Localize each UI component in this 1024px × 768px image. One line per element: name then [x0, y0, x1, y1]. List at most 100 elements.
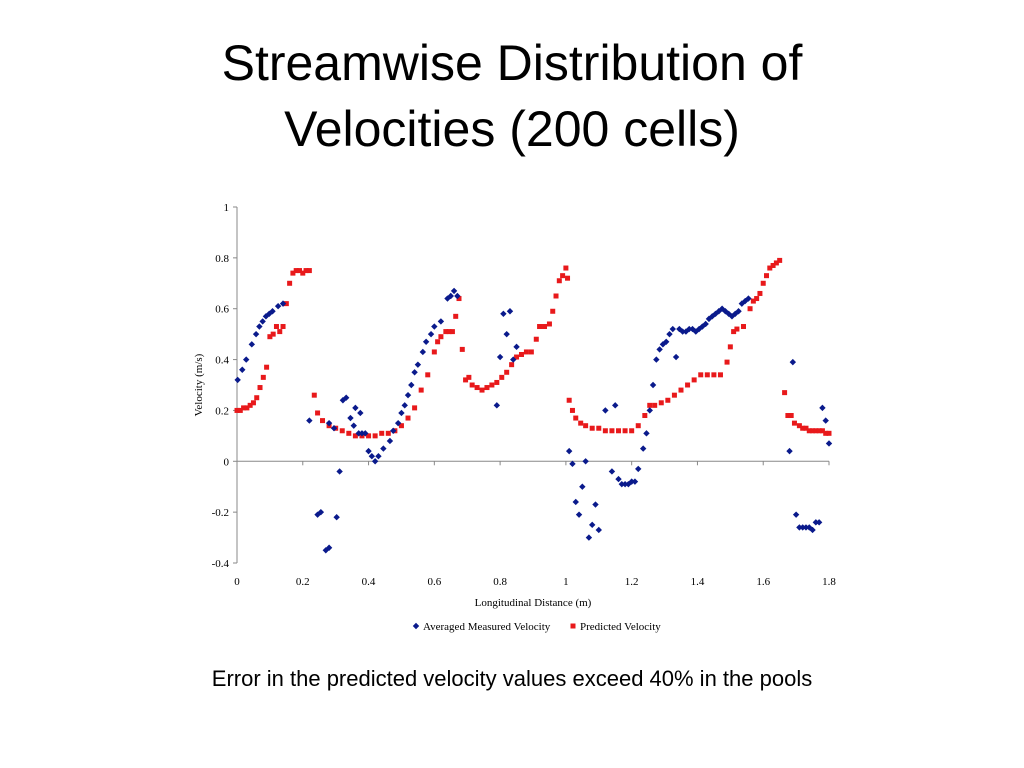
measured-velocity-point	[259, 318, 266, 325]
y-tick-label: 0.6	[215, 304, 229, 316]
measured-velocity-point	[330, 425, 338, 432]
measured-velocity-point	[799, 524, 806, 531]
predicted-velocity-point	[698, 372, 704, 378]
measured-velocity-point	[686, 325, 693, 333]
predicted-velocity-point	[563, 265, 569, 271]
measured-velocity-point	[362, 430, 369, 437]
predicted-velocity-point	[622, 428, 628, 434]
predicted-velocity-point	[293, 268, 299, 274]
predicted-velocity-point	[257, 385, 263, 391]
predicted-velocity-point	[658, 400, 664, 406]
measured-velocity-point	[422, 338, 430, 345]
measured-velocity-point	[692, 328, 699, 335]
predicted-velocity-point	[629, 428, 635, 434]
predicted-velocity-point	[315, 410, 321, 416]
measured-velocity-point	[819, 404, 826, 412]
predicted-velocity-point	[573, 415, 579, 421]
measured-velocity-point	[325, 419, 333, 427]
measured-velocity-point	[355, 430, 362, 437]
y-tick-label: 0	[224, 456, 230, 468]
legend-marker-measured	[412, 622, 420, 630]
measured-velocity-point	[589, 521, 596, 529]
measured-velocity-point	[618, 480, 625, 488]
predicted-velocity-point	[566, 397, 572, 403]
measured-velocity-point	[314, 511, 321, 518]
predicted-velocity-point	[647, 402, 653, 408]
measured-velocity-point	[643, 430, 650, 437]
predicted-velocity-point	[796, 423, 802, 429]
measured-velocity-point	[447, 292, 454, 300]
predicted-velocity-point	[734, 326, 740, 332]
measured-velocity-point	[809, 526, 816, 534]
predicted-velocity-point	[711, 372, 717, 378]
predicted-velocity-point	[685, 382, 691, 388]
measured-velocity-point	[656, 346, 663, 353]
predicted-velocity-point	[550, 308, 556, 314]
measured-velocity-point	[718, 305, 726, 312]
measured-velocity-point	[252, 330, 260, 338]
predicted-velocity-point	[665, 397, 671, 403]
predicted-velocity-point	[405, 415, 411, 421]
predicted-velocity-point	[717, 372, 723, 378]
predicted-velocity-point	[283, 301, 289, 307]
y-tick-label: 0.8	[215, 253, 229, 265]
measured-velocity-point	[269, 308, 276, 315]
measured-velocity-point	[725, 310, 732, 317]
predicted-velocity-point	[813, 428, 819, 434]
predicted-velocity-point	[800, 425, 806, 431]
predicted-velocity-point	[523, 349, 529, 355]
measured-velocity-point	[248, 341, 255, 348]
measured-velocity-point	[398, 409, 405, 417]
predicted-velocity-point	[267, 334, 273, 340]
measured-velocity-point	[595, 526, 602, 534]
predicted-velocity-point	[311, 392, 317, 398]
predicted-velocity-point	[642, 413, 648, 419]
measured-velocity-point	[419, 348, 427, 356]
predicted-velocity-point	[754, 296, 760, 302]
predicted-velocity-point	[385, 430, 391, 436]
slide-title-line-1: Streamwise Distribution of	[221, 35, 803, 91]
predicted-velocity-point	[264, 364, 270, 370]
predicted-velocity-point	[546, 321, 552, 327]
predicted-velocity-point	[398, 423, 404, 429]
measured-velocity-point	[358, 430, 366, 437]
measured-velocity-point	[585, 534, 593, 541]
predicted-velocity-point	[750, 298, 756, 304]
measured-velocity-point	[615, 475, 622, 483]
measured-velocity-point	[669, 325, 676, 333]
measured-velocity-point	[347, 414, 354, 422]
legend-marker-predicted	[570, 623, 576, 629]
predicted-velocity-point	[691, 377, 697, 383]
predicted-velocity-point	[250, 400, 256, 406]
predicted-velocity-point	[773, 260, 779, 266]
measured-velocity-point	[243, 356, 250, 363]
measured-velocity-point	[639, 445, 647, 452]
measured-velocity-point	[822, 417, 829, 424]
predicted-velocity-point	[556, 278, 562, 284]
predicted-velocity-point	[247, 402, 253, 408]
measured-velocity-point	[239, 366, 246, 373]
measured-velocity-point	[631, 478, 639, 485]
predicted-velocity-point	[578, 420, 584, 426]
predicted-velocity-point	[296, 268, 302, 274]
x-tick-label: 1.2	[625, 576, 639, 588]
predicted-velocity-point	[609, 428, 615, 434]
measured-velocity-point	[408, 381, 415, 389]
predicted-velocity-point	[494, 379, 500, 385]
predicted-velocity-point	[616, 428, 622, 434]
x-axis-title: Longitudinal Distance (m)	[475, 597, 592, 609]
predicted-velocity-point	[533, 336, 539, 342]
slide-caption: Error in the predicted velocity values e…	[211, 666, 813, 691]
measured-velocity-point	[602, 407, 609, 414]
measured-velocity-point	[806, 524, 813, 531]
predicted-velocity-point	[671, 392, 677, 398]
measured-velocity-point	[608, 468, 616, 475]
measured-velocity-point	[375, 453, 382, 460]
predicted-velocity-point	[352, 433, 358, 439]
predicted-velocity-point	[596, 425, 602, 431]
measured-velocity-point	[427, 330, 435, 338]
measured-velocity-point	[437, 318, 445, 325]
measured-velocity-point	[333, 514, 340, 521]
measured-velocity-point	[679, 328, 686, 335]
measured-velocity-point	[350, 422, 357, 429]
